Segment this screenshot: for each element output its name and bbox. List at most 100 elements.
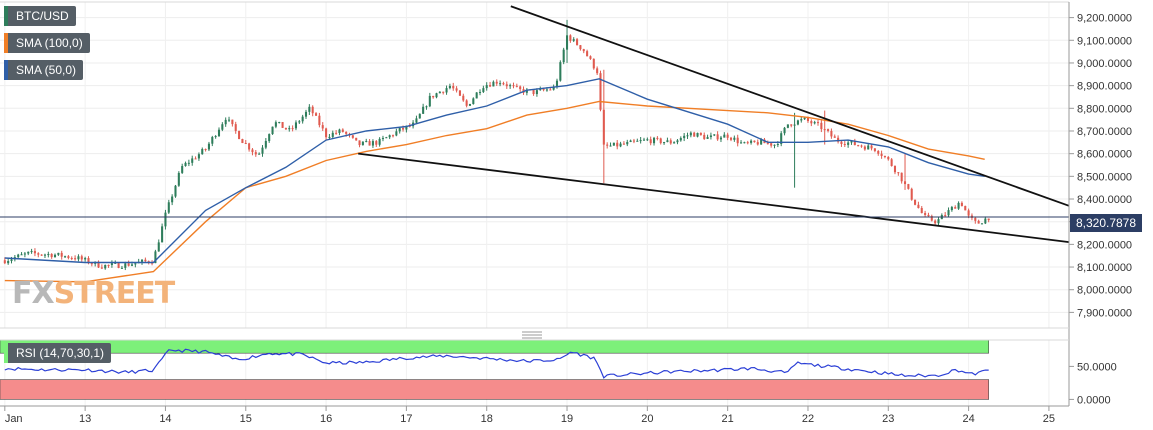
candle-body	[967, 210, 970, 216]
candle-body	[254, 152, 257, 155]
candle-body	[776, 144, 779, 146]
y-tick-label: 8,800.0000	[1077, 103, 1132, 115]
candle-body	[258, 153, 261, 155]
candle-body	[231, 119, 234, 125]
candle-body	[167, 202, 170, 213]
candle-body	[733, 137, 736, 140]
candle-body	[227, 119, 231, 121]
candle-body	[847, 142, 850, 145]
y-tick-label: 8,100.0000	[1077, 262, 1132, 274]
candle-body	[130, 264, 134, 266]
legend-rsi[interactable]: RSI (14,70,30,1)	[4, 343, 112, 363]
candle-body	[318, 115, 321, 126]
candle-body	[740, 142, 743, 144]
legend-symbol[interactable]: BTC/USD	[4, 6, 76, 26]
candle-body	[261, 147, 264, 154]
candle-body	[897, 172, 900, 174]
candle-body	[652, 137, 656, 144]
candle-body	[251, 149, 254, 153]
candle-body	[448, 85, 451, 89]
candle-body	[599, 73, 602, 110]
candle-body	[294, 122, 298, 129]
candle-body	[579, 45, 582, 50]
candle-body	[900, 172, 903, 182]
candle-body	[445, 88, 448, 93]
x-axis: Jan 13 14 15 16 17 18 19 20 21 22 23 24 25	[4, 406, 1055, 425]
candle-body	[890, 159, 893, 167]
candle-body	[117, 262, 120, 268]
candle-body	[174, 185, 177, 197]
candle-body	[509, 85, 512, 87]
candle-body	[315, 113, 318, 116]
x-tick-label: 20	[641, 413, 653, 425]
candle-body	[873, 148, 876, 151]
x-tick-label: 22	[802, 413, 814, 425]
candle-body	[713, 134, 716, 136]
candle-body	[10, 259, 13, 262]
candle-body	[606, 144, 609, 146]
candle-body	[161, 226, 164, 243]
trendline	[510, 5, 1070, 207]
candle-body	[492, 81, 495, 87]
candle-body	[284, 127, 287, 130]
candle-body	[281, 122, 284, 128]
x-tick-label: Jan	[5, 413, 23, 425]
candle-body	[626, 141, 629, 145]
y-tick-label: 8,000.0000	[1077, 285, 1132, 297]
legend-sma100[interactable]: SMA (100,0)	[4, 33, 90, 53]
candle-body	[559, 62, 562, 81]
candle-body	[157, 242, 160, 252]
candle-body	[950, 207, 953, 211]
candle-body	[843, 144, 846, 146]
x-tick-label: 21	[722, 413, 734, 425]
candle-body	[311, 106, 314, 114]
candle-body	[565, 35, 569, 50]
candle-body	[987, 218, 990, 221]
candle-body	[325, 128, 328, 138]
candle-body	[74, 258, 77, 260]
candle-body	[177, 172, 180, 186]
candle-body	[338, 129, 341, 134]
y-tick-label: 8,600.0000	[1077, 149, 1132, 161]
candle-body	[984, 218, 987, 224]
rsi-oversold-band	[0, 379, 989, 400]
candle-body	[495, 81, 498, 84]
candle-body	[502, 83, 505, 85]
candle-body	[97, 261, 100, 268]
candle-body	[264, 140, 267, 148]
x-tick-label: 17	[400, 413, 412, 425]
candle-body	[770, 143, 773, 146]
candle-body	[418, 113, 421, 119]
candle-body	[194, 158, 197, 160]
candle-body	[683, 135, 686, 139]
candle-body	[234, 124, 237, 131]
candle-body	[622, 143, 625, 145]
candle-body	[217, 129, 221, 137]
candle-body	[663, 142, 666, 144]
candle-body	[696, 132, 699, 137]
candle-body	[820, 122, 823, 130]
candle-body	[686, 135, 689, 137]
candle-body	[830, 130, 833, 137]
candle-body	[555, 80, 559, 88]
candle-body	[746, 142, 749, 144]
candle-body	[415, 118, 418, 123]
candle-body	[301, 116, 304, 122]
candle-body	[214, 136, 217, 138]
candle-body	[930, 216, 933, 221]
legend-sma50[interactable]: SMA (50,0)	[4, 60, 84, 80]
candle-body	[428, 95, 431, 107]
candle-body	[706, 137, 709, 139]
candle-body	[425, 106, 428, 108]
candle-body	[816, 122, 820, 124]
pane-resize-handle[interactable]	[522, 331, 542, 339]
candle-body	[877, 150, 880, 154]
candle-body	[860, 145, 863, 147]
candle-body	[241, 139, 244, 144]
candle-body	[187, 162, 190, 164]
candle-body	[549, 89, 552, 91]
candle-body	[27, 251, 30, 254]
candle-body	[716, 134, 719, 140]
candle-body	[709, 135, 712, 138]
candle-body	[870, 145, 873, 149]
